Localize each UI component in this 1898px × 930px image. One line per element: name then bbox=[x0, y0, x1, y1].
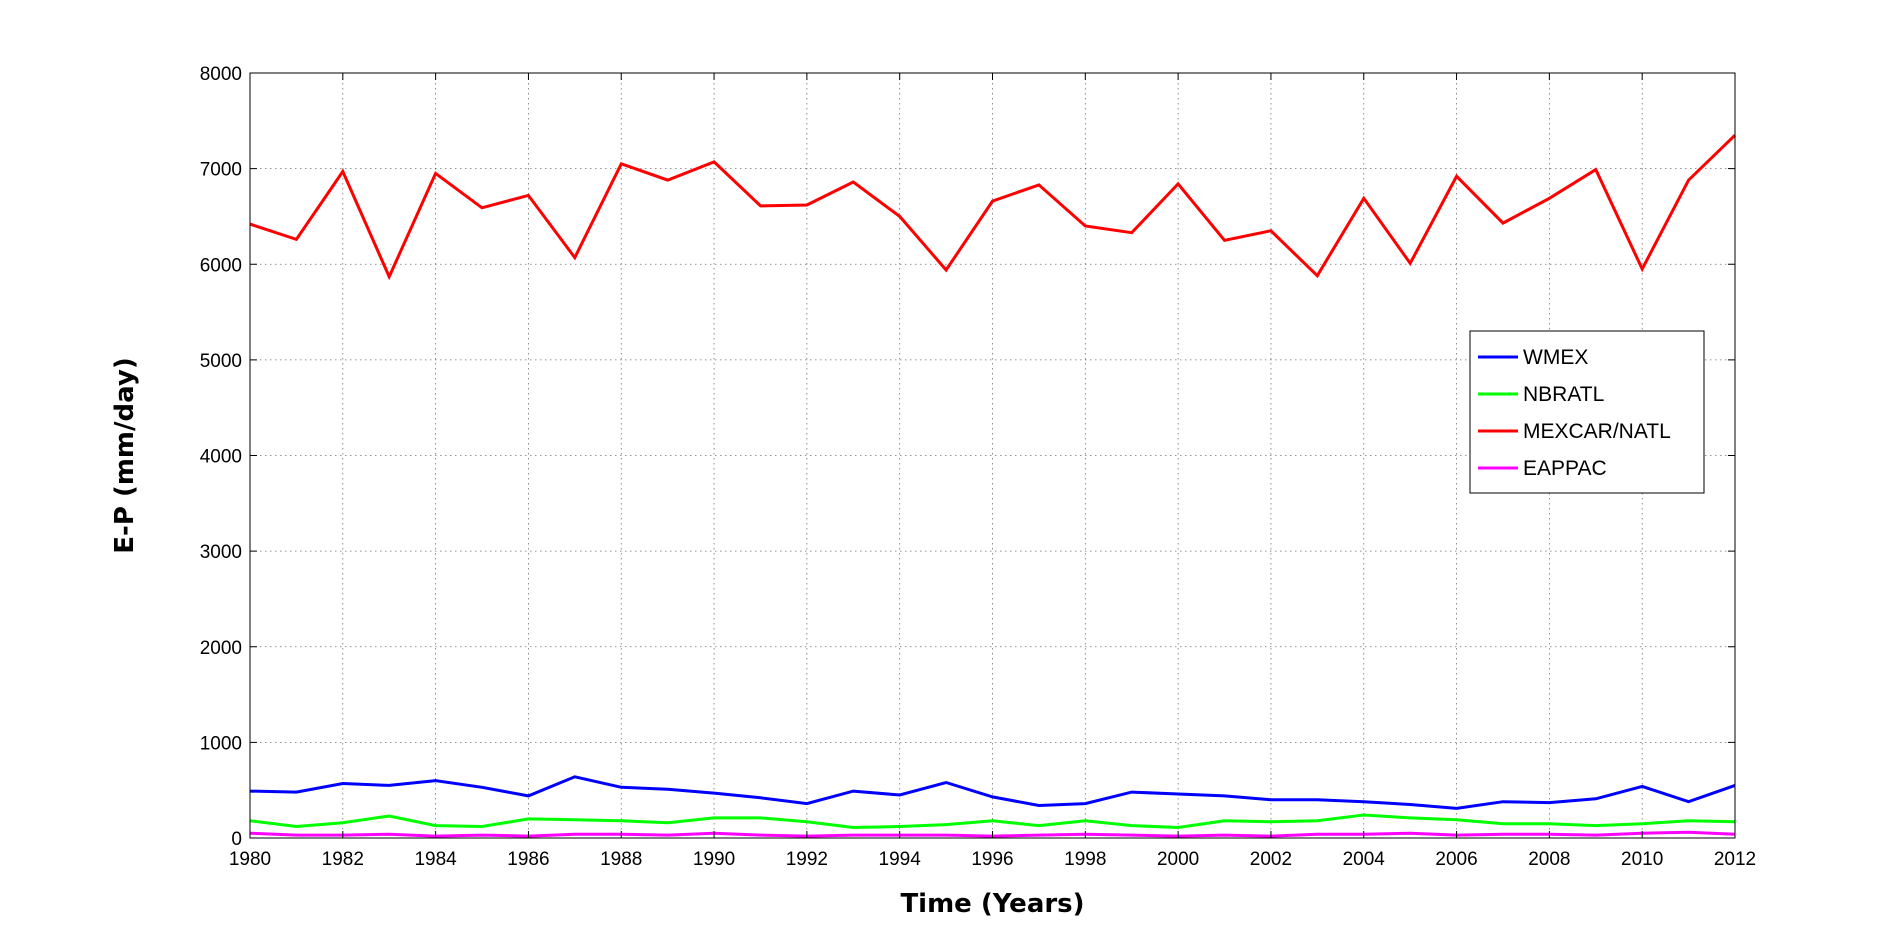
y-axis-title: E-P (mm/day) bbox=[110, 357, 140, 553]
x-tick-label: 1988 bbox=[600, 849, 642, 870]
y-tick-label: 3000 bbox=[200, 542, 242, 563]
x-tick-label: 1986 bbox=[507, 849, 549, 870]
y-tick-label: 6000 bbox=[200, 255, 242, 276]
x-tick-label: 1996 bbox=[971, 849, 1013, 870]
x-tick-label: 2010 bbox=[1621, 849, 1663, 870]
series-line-nbratl bbox=[249, 813, 1736, 830]
x-tick-label: 2012 bbox=[1714, 849, 1756, 870]
y-tick-label: 5000 bbox=[200, 351, 242, 372]
series-line-mexcar-natl bbox=[249, 134, 1737, 281]
axis-ticks: 1980 1982 1984 1986 1988 1990 1992 1994 1996 1998… bbox=[200, 64, 1756, 870]
series-line-wmex bbox=[249, 775, 1736, 810]
x-axis-title: Time (Years) bbox=[900, 889, 1084, 919]
x-tick-label: 1984 bbox=[414, 849, 457, 870]
x-tick-label: 1982 bbox=[322, 849, 364, 870]
y-tick-label: 2000 bbox=[200, 638, 242, 659]
x-tick-label: 2006 bbox=[1435, 849, 1477, 870]
x-tick-label: 1980 bbox=[229, 849, 271, 870]
y-tick-label: 1000 bbox=[200, 733, 242, 754]
y-tick-label: 7000 bbox=[200, 160, 242, 181]
legend-label: NBRATL bbox=[1523, 383, 1604, 406]
x-tick-label: 2008 bbox=[1528, 849, 1570, 870]
x-tick-label: 1994 bbox=[879, 849, 922, 870]
x-tick-label: 1990 bbox=[693, 849, 735, 870]
y-tick-label: 8000 bbox=[200, 64, 242, 85]
x-tick-label: 1992 bbox=[786, 849, 828, 870]
legend: WMEX NBRATL MEXCAR/NATL EAPPAC bbox=[1469, 330, 1705, 494]
legend-label: WMEX bbox=[1523, 346, 1588, 369]
y-tick-label: 0 bbox=[231, 829, 242, 850]
x-tick-label: 1998 bbox=[1064, 849, 1106, 870]
x-tick-label: 2000 bbox=[1157, 849, 1199, 870]
y-tick-label: 4000 bbox=[200, 447, 242, 468]
legend-label: EAPPAC bbox=[1523, 457, 1607, 480]
x-tick-label: 2004 bbox=[1343, 849, 1386, 870]
x-tick-label: 2002 bbox=[1250, 849, 1292, 870]
legend-label: MEXCAR/NATL bbox=[1523, 420, 1671, 443]
